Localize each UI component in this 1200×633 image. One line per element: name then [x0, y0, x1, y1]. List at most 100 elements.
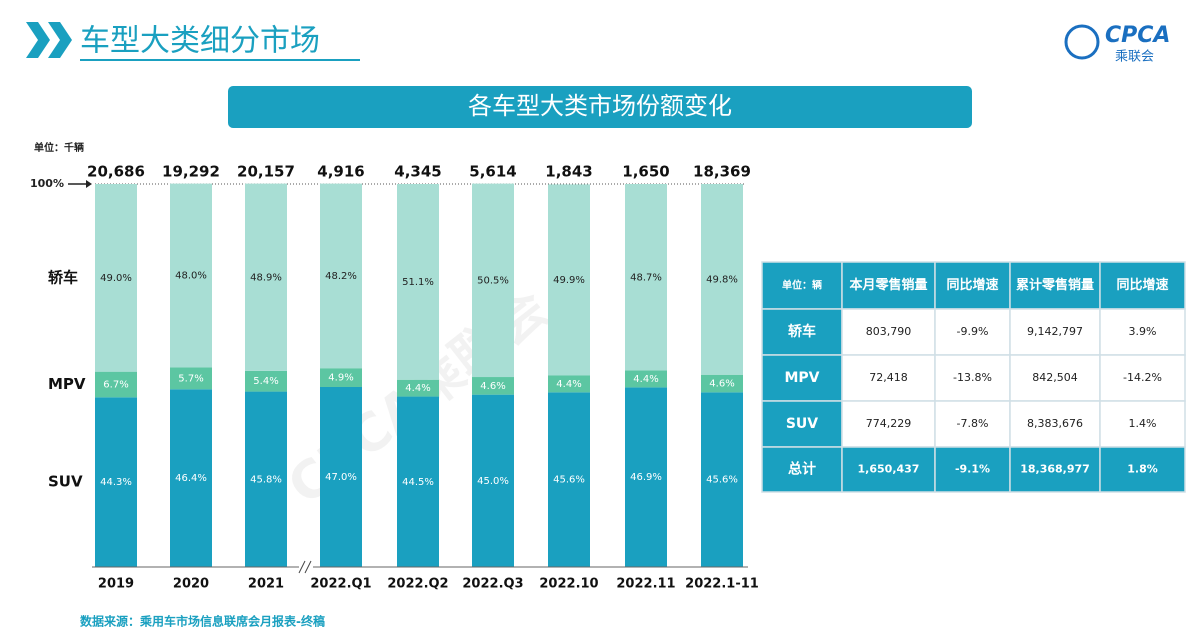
- table-header: 累计零售销量: [1016, 277, 1094, 293]
- bar-segment: [625, 370, 667, 388]
- total-label: 20,157: [237, 163, 295, 181]
- chevron-icon: [48, 22, 72, 58]
- bar-segment: [701, 184, 743, 375]
- chevron-icon: [26, 22, 50, 58]
- bar-segment: [397, 184, 439, 380]
- table-cell: [1099, 354, 1186, 402]
- bar-segment: [548, 184, 590, 376]
- bar-segment: [472, 377, 514, 395]
- table-value: 1,650,437: [858, 463, 920, 476]
- table-value: 1.4%: [1129, 417, 1157, 430]
- data-label: 45.0%: [477, 476, 509, 487]
- table-value: 1.8%: [1127, 463, 1158, 476]
- table-header: 单位：辆: [782, 279, 822, 292]
- data-label: 46.4%: [175, 473, 207, 484]
- banner: [228, 86, 972, 128]
- data-label: 4.4%: [633, 374, 658, 385]
- data-label: 51.1%: [402, 277, 434, 288]
- x-tick-label: 2019: [98, 577, 134, 592]
- data-label: 49.0%: [100, 273, 132, 284]
- data-label: 4.9%: [328, 373, 353, 384]
- table-cell: [1099, 261, 1186, 310]
- table-cell: [1009, 446, 1101, 493]
- series-label: 轿车: [48, 268, 78, 286]
- logo-mark: [1064, 24, 1100, 60]
- bar-segment: [245, 370, 287, 392]
- series-label: MPV: [48, 375, 86, 393]
- table-header: 同比增速: [946, 277, 998, 293]
- bar-segment: [95, 371, 137, 398]
- bar-segment: [245, 391, 287, 567]
- table-value: -13.8%: [953, 371, 992, 384]
- bar-segment: [625, 184, 667, 371]
- table-header: 本月零售销量: [849, 277, 927, 293]
- table-value: 轿车: [788, 323, 816, 340]
- table-cell: [934, 446, 1011, 493]
- data-label: 48.0%: [175, 271, 207, 282]
- bar-segment: [320, 183, 362, 369]
- data-label: 4.6%: [480, 381, 505, 392]
- table-value: 774,229: [866, 417, 912, 430]
- bar-segment: [320, 368, 362, 387]
- y-tick-label: 100%: [30, 177, 64, 190]
- logo-text: CPCA: [1105, 23, 1170, 48]
- data-label: 4.4%: [556, 379, 581, 390]
- chart-title: 各车型大类市场份额变化: [468, 92, 732, 120]
- bar-segment: [397, 396, 439, 567]
- table-cell: [934, 400, 1011, 448]
- source: 数据来源：乘用车市场信息联席会月报表-终稿: [80, 614, 325, 629]
- data-label: 47.0%: [325, 472, 357, 483]
- table-cell: [1099, 308, 1186, 356]
- x-tick-label: 2022.Q1: [310, 577, 371, 592]
- x-tick-label: 2022.1-11: [685, 577, 759, 592]
- bar-segment: [95, 184, 137, 372]
- x-tick-label: 2021: [248, 577, 284, 592]
- bar-segment: [170, 389, 212, 567]
- table-value: 18,368,977: [1020, 463, 1090, 476]
- bar-segment: [701, 374, 743, 393]
- bar-segment: [245, 183, 287, 371]
- chart: 100% 44.3% SUV 6.7% MPV 49.0% 轿车 20,686 2019 46.4…: [30, 163, 759, 592]
- total-label: 5,614: [469, 163, 516, 181]
- table-value: 总计: [788, 461, 816, 478]
- data-label: 44.5%: [402, 477, 434, 488]
- table-cell: [1009, 400, 1101, 448]
- table-cell: [1009, 308, 1101, 356]
- data-label: 45.8%: [250, 474, 282, 485]
- data-label: 50.5%: [477, 275, 509, 286]
- data-label: 45.6%: [706, 475, 738, 486]
- table-value: 842,504: [1032, 371, 1078, 384]
- unit-label: 单位：千辆: [34, 141, 84, 154]
- x-tick-label: 2022.Q3: [462, 577, 523, 592]
- bar-segment: [548, 392, 590, 567]
- total-label: 18,369: [693, 163, 751, 181]
- data-label: 6.7%: [103, 380, 128, 391]
- table-value: SUV: [786, 416, 818, 432]
- table-value: -14.2%: [1123, 371, 1162, 384]
- table-value: -7.8%: [957, 417, 989, 430]
- bar-segment: [548, 375, 590, 393]
- table-cell: [761, 354, 843, 402]
- data-label: 46.9%: [630, 472, 662, 483]
- bar-segment: [170, 183, 212, 368]
- table-cell: [934, 354, 1011, 402]
- data-label: 5.4%: [253, 376, 278, 387]
- table-value: -9.1%: [955, 463, 990, 476]
- total-label: 19,292: [162, 163, 220, 181]
- table-cell: [1009, 354, 1101, 402]
- data-label: 44.3%: [100, 477, 132, 488]
- total-label: 20,686: [87, 163, 145, 181]
- data-label: 48.7%: [630, 272, 662, 283]
- bar-segment: [625, 387, 667, 567]
- x-tick-label: 2022.Q2: [387, 577, 448, 592]
- data-label: 5.7%: [178, 373, 203, 384]
- series-label: SUV: [48, 473, 83, 491]
- x-tick-label: 2022.10: [539, 577, 598, 592]
- table-cell: [761, 308, 843, 356]
- data-label: 48.2%: [325, 271, 357, 282]
- bar-segment: [95, 397, 137, 567]
- table-value: MPV: [784, 370, 819, 386]
- x-tick-label: 2020: [173, 577, 209, 592]
